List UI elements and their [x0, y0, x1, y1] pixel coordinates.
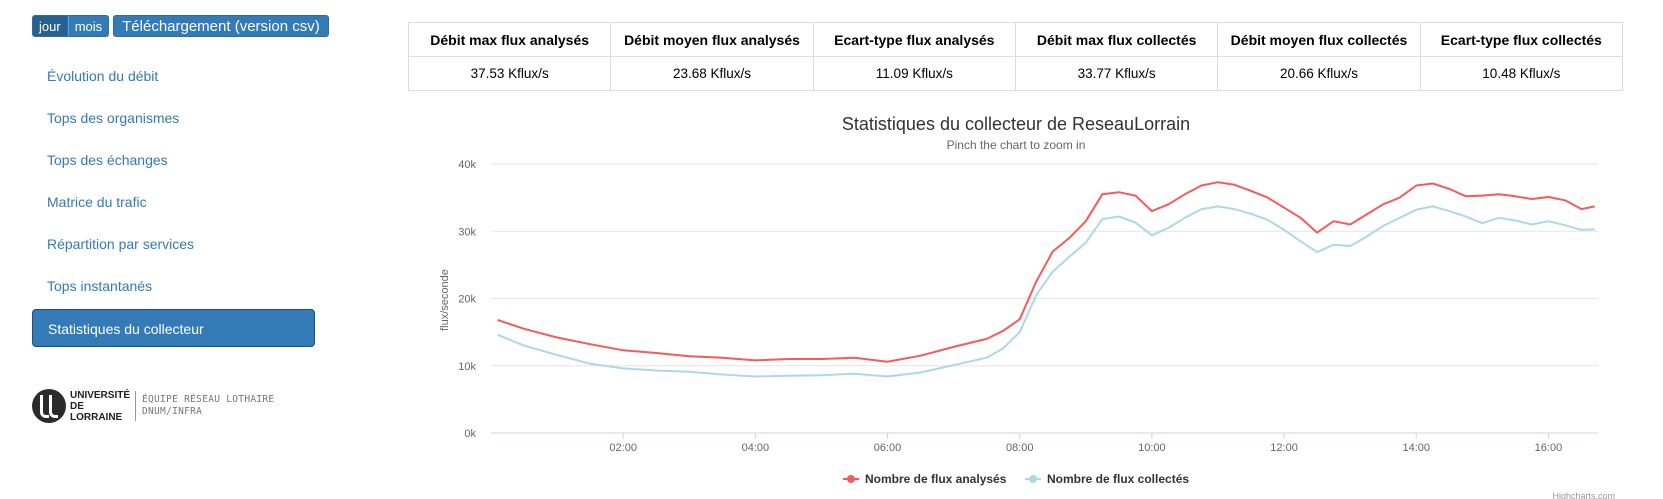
period-toggle: jour mois Téléchargement (version csv)	[32, 15, 329, 37]
x-tick-label: 16:00	[1535, 442, 1563, 454]
stats-header-row: Débit max flux analysés Débit moyen flux…	[407, 22, 1624, 57]
logo-separator	[135, 391, 136, 421]
sidebar-item-repartition-services[interactable]: Répartition par services	[47, 236, 195, 252]
download-csv-button[interactable]: Téléchargement (version csv)	[113, 15, 329, 37]
y-tick-label: 30k	[458, 226, 476, 238]
sidebar-item-matrice-trafic[interactable]: Matrice du trafic	[47, 194, 147, 210]
x-tick-label: 14:00	[1402, 442, 1430, 454]
y-tick-label: 0k	[464, 428, 476, 440]
sidebar-item-statistiques-collecteur[interactable]: Statistiques du collecteur	[32, 309, 315, 347]
x-tick-label: 04:00	[742, 442, 770, 454]
header-debit-max-analyses: Débit max flux analysés	[407, 22, 612, 57]
header-debit-moyen-analyses: Débit moyen flux analysés	[610, 22, 814, 57]
chart-credits: Highcharts.com	[1552, 491, 1615, 499]
university-logo: UNIVERSITÉ DE LORRAINE ÉQUIPE RÉSEAU LOT…	[32, 388, 274, 424]
x-tick-label: 06:00	[874, 442, 902, 454]
month-button[interactable]: mois	[67, 15, 110, 37]
university-name: UNIVERSITÉ DE LORRAINE	[70, 389, 131, 423]
chart-subtitle: Pinch the chart to zoom in	[947, 138, 1086, 152]
header-debit-max-collectes: Débit max flux collectés	[1014, 22, 1219, 57]
x-axis-ticks: 02:00 04:00 06:00 08:00 10:00 12:00 14:00 16:00	[609, 433, 1562, 454]
collector-stats-chart[interactable]: Statistiques du collecteur de ReseauLorr…	[408, 100, 1623, 499]
x-tick-label: 08:00	[1006, 442, 1034, 454]
y-axis-label: flux/seconde	[439, 269, 451, 331]
series-line-collectes[interactable]	[497, 205, 1595, 378]
legend-label-collectes: Nombre de flux collectés	[1047, 472, 1189, 486]
day-button[interactable]: jour	[32, 15, 68, 37]
x-tick-label: 10:00	[1138, 442, 1166, 454]
sidebar-item-tops-organismes[interactable]: Tops des organismes	[47, 110, 180, 126]
sidebar-item-tops-instantanes[interactable]: Tops instantanés	[47, 278, 153, 294]
legend-label-analyses: Nombre de flux analysés	[865, 472, 1007, 486]
legend-marker-collectes	[1029, 475, 1037, 483]
y-axis-ticks: 0k 10k 20k 30k 40k	[458, 159, 476, 440]
stats-value-row: 37.53 Kflux/s 23.68 Kflux/s 11.09 Kflux/…	[407, 56, 1624, 91]
value-debit-moyen-collectes: 20.66 Kflux/s	[1217, 56, 1421, 91]
value-ecart-type-analyses: 11.09 Kflux/s	[812, 56, 1016, 91]
x-tick-label: 02:00	[609, 442, 637, 454]
header-ecart-type-collectes: Ecart-type flux collectés	[1419, 22, 1624, 57]
chart-gridlines	[491, 163, 1598, 434]
legend-item-collectes[interactable]: Nombre de flux collectés	[1025, 472, 1189, 486]
value-ecart-type-collectes: 10.48 Kflux/s	[1419, 56, 1624, 91]
legend-item-analyses[interactable]: Nombre de flux analysés	[843, 472, 1007, 486]
sidebar-nav: Évolution du débit Tops des organismes T…	[32, 57, 315, 351]
value-debit-max-collectes: 33.77 Kflux/s	[1014, 56, 1219, 91]
legend-marker-analyses	[847, 475, 855, 483]
sidebar-item-tops-echanges[interactable]: Tops des échanges	[47, 152, 168, 168]
value-debit-max-analyses: 37.53 Kflux/s	[407, 56, 612, 91]
team-name: ÉQUIPE RÉSEAU LOTHAIRE DNUM/INFRA	[142, 394, 275, 417]
stats-table: Débit max flux analysés Débit moyen flux…	[407, 22, 1624, 91]
y-tick-label: 10k	[458, 361, 476, 373]
chart-legend: Nombre de flux analysés Nombre de flux c…	[843, 472, 1189, 486]
series-line-analyses[interactable]	[497, 181, 1595, 363]
university-emblem-icon	[32, 389, 66, 423]
x-tick-label: 12:00	[1270, 442, 1298, 454]
chart-title: Statistiques du collecteur de ReseauLorr…	[842, 114, 1190, 134]
value-debit-moyen-analyses: 23.68 Kflux/s	[610, 56, 814, 91]
header-ecart-type-analyses: Ecart-type flux analysés	[812, 22, 1016, 57]
sidebar-item-evolution-debit[interactable]: Évolution du débit	[47, 68, 159, 84]
chart-series	[497, 181, 1595, 378]
y-tick-label: 20k	[458, 294, 476, 306]
header-debit-moyen-collectes: Débit moyen flux collectés	[1217, 22, 1421, 57]
y-tick-label: 40k	[458, 159, 476, 171]
